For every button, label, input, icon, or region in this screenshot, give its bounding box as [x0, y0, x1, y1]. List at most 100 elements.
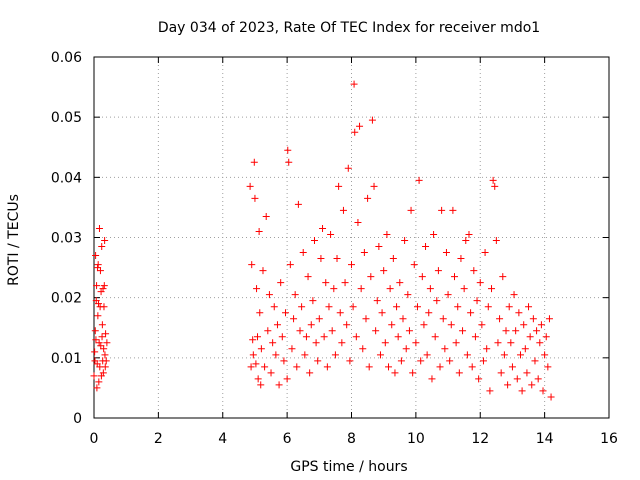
data-point [267, 369, 275, 377]
data-point [338, 339, 346, 347]
data-point [253, 285, 261, 293]
data-point [378, 309, 386, 317]
data-point [481, 249, 489, 257]
data-point [380, 267, 388, 275]
data-point [285, 158, 293, 166]
data-point [539, 387, 547, 395]
data-point [397, 357, 405, 365]
data-point [373, 297, 381, 305]
data-point [401, 237, 409, 245]
data-point [452, 339, 460, 347]
data-point [521, 345, 529, 353]
data-point [512, 327, 520, 335]
data-point [520, 321, 528, 329]
data-point [344, 164, 352, 172]
data-point [306, 369, 314, 377]
data-point [312, 339, 320, 347]
data-point [102, 357, 110, 365]
data-point [502, 327, 510, 335]
x-axis-label: GPS time / hours [290, 459, 407, 475]
y-tick-label: 0.02 [51, 291, 82, 307]
data-point [278, 333, 286, 341]
data-point [423, 351, 431, 359]
data-point [280, 357, 288, 365]
data-point [476, 279, 484, 287]
data-point [413, 303, 421, 311]
data-point [94, 312, 102, 320]
data-point [463, 351, 471, 359]
data-point [310, 237, 318, 245]
data-point [315, 315, 323, 323]
data-point [431, 333, 439, 341]
data-point [534, 375, 542, 383]
data-point [299, 249, 307, 257]
data-point [537, 321, 545, 329]
data-point [491, 182, 499, 190]
data-point [294, 200, 302, 208]
data-point [494, 339, 502, 347]
data-point [296, 327, 304, 335]
data-point [451, 273, 458, 281]
data-point [327, 230, 335, 238]
data-point [100, 345, 108, 353]
tick-layer: 0 2 4 6 8 10 12 14 16 0 0.01 0.02 0.03 0.04 0.05 0.06 [51, 50, 618, 447]
data-point [370, 182, 378, 190]
data-point [433, 297, 441, 305]
data-point [317, 255, 325, 263]
data-point [247, 363, 255, 371]
data-point [257, 381, 265, 389]
data-point [391, 369, 399, 377]
data-point [529, 315, 537, 323]
data-point [282, 309, 290, 317]
data-point [412, 339, 420, 347]
data-point [323, 363, 331, 371]
data-point [430, 230, 438, 238]
data-point [314, 357, 322, 365]
data-point [360, 249, 368, 257]
plot-area-frame [93, 56, 610, 419]
data-point [504, 381, 512, 389]
data-point [399, 315, 407, 323]
data-point [302, 333, 310, 341]
data-point [275, 381, 283, 389]
data-point [409, 369, 417, 377]
data-point [351, 128, 359, 136]
data-point [330, 285, 338, 293]
data-point [341, 279, 349, 287]
data-point [346, 357, 354, 365]
data-point [536, 339, 544, 347]
data-point [372, 327, 380, 335]
y-tick-label: 0.04 [51, 170, 82, 186]
y-tick-label: 0.03 [51, 231, 82, 247]
data-point [407, 206, 415, 214]
data-point [325, 303, 333, 311]
data-point [352, 333, 360, 341]
data-point [402, 345, 410, 353]
data-point [428, 375, 436, 383]
data-point [368, 116, 376, 124]
data-point [93, 282, 101, 290]
data-point [95, 339, 103, 347]
data-point [348, 261, 355, 269]
data-point [356, 122, 364, 130]
data-point [100, 303, 108, 311]
data-point [439, 315, 447, 323]
data-point [513, 375, 521, 383]
data-point [283, 375, 291, 383]
x-tick-label: 16 [600, 431, 618, 447]
data-point [99, 369, 107, 377]
data-point [359, 345, 367, 353]
data-point [396, 279, 404, 287]
data-point [484, 303, 492, 311]
data-point [438, 206, 446, 214]
data-point [393, 303, 401, 311]
data-point [92, 336, 100, 344]
data-point [277, 279, 285, 287]
y-tick-label: 0 [73, 411, 82, 427]
data-point [488, 285, 496, 293]
data-point [320, 333, 328, 341]
data-point [261, 363, 269, 371]
data-point [94, 261, 102, 269]
data-point [95, 224, 103, 232]
